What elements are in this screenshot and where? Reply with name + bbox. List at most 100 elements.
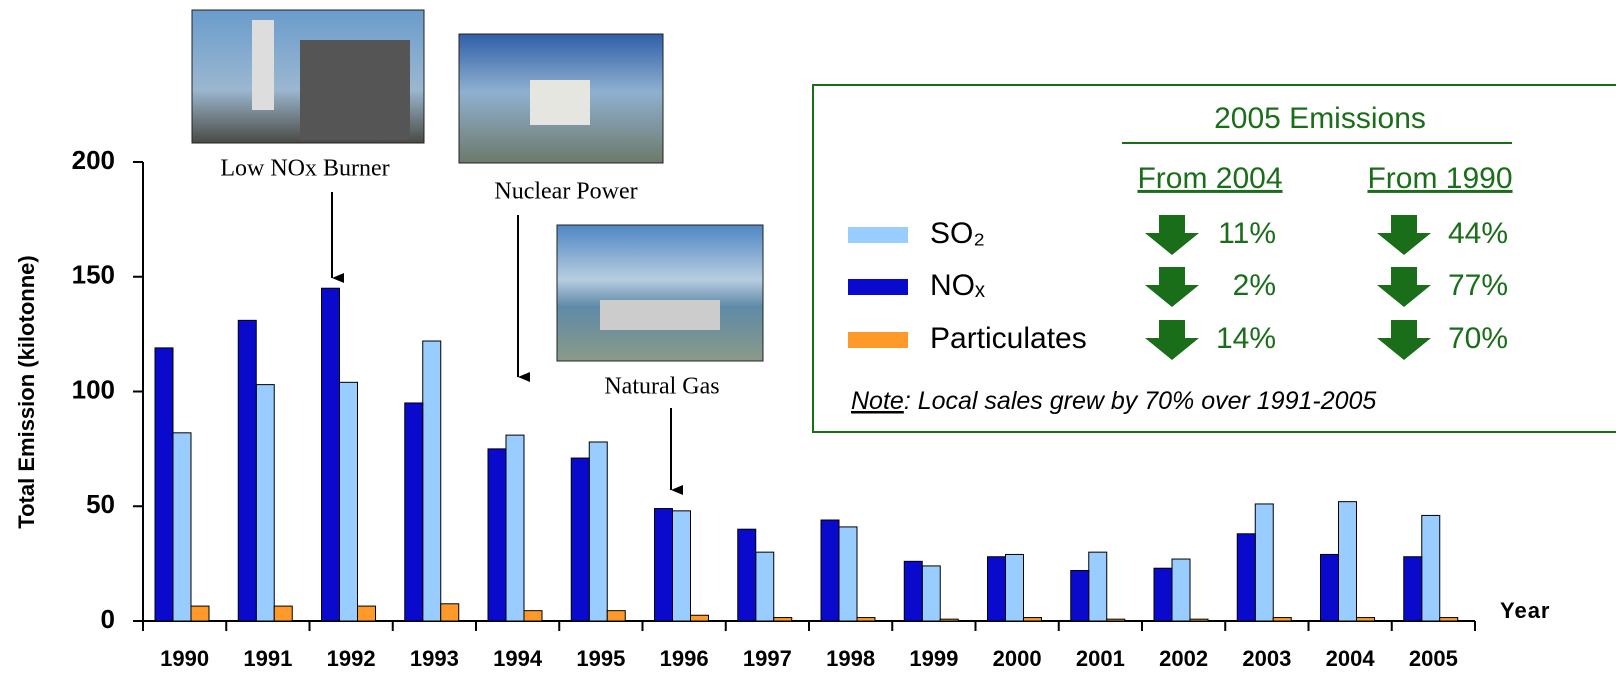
bar xyxy=(441,604,459,621)
x-axis-title: Year xyxy=(1500,598,1551,623)
bar xyxy=(1006,554,1024,621)
annotation: Natural Gas xyxy=(604,374,719,400)
bar xyxy=(524,611,542,621)
bar xyxy=(1172,559,1190,621)
y-tick-label: 50 xyxy=(86,489,115,519)
note-label: Note xyxy=(851,387,904,415)
bar xyxy=(988,557,1006,621)
bar xyxy=(1339,502,1357,621)
bar xyxy=(173,433,191,621)
bar xyxy=(1237,534,1255,621)
bar xyxy=(1422,515,1440,621)
x-tick-label: 1993 xyxy=(410,646,459,671)
photo-detail xyxy=(252,20,274,110)
bar xyxy=(655,509,673,621)
summary-value: 2% xyxy=(1233,269,1276,302)
bar xyxy=(1404,557,1422,621)
bar xyxy=(821,520,839,621)
bar xyxy=(238,320,256,621)
bar xyxy=(1255,504,1273,621)
bar xyxy=(1321,554,1339,621)
bar xyxy=(1357,618,1375,621)
x-tick-label: 2002 xyxy=(1159,646,1208,671)
y-tick-label: 200 xyxy=(72,145,115,175)
annotation: Low NOx Burner xyxy=(220,156,389,182)
bar xyxy=(857,618,875,621)
bar xyxy=(738,529,756,621)
x-tick-label: 2005 xyxy=(1409,646,1458,671)
bar xyxy=(358,606,376,621)
bar xyxy=(423,341,441,621)
bar xyxy=(571,458,589,621)
bar xyxy=(1107,619,1125,621)
bar xyxy=(256,385,274,621)
bar xyxy=(1071,571,1089,621)
bar xyxy=(274,606,292,621)
bar xyxy=(940,619,958,621)
x-tick-label: 1992 xyxy=(327,646,376,671)
photos xyxy=(192,10,763,361)
x-tick-label: 1998 xyxy=(826,646,875,671)
bar xyxy=(904,561,922,621)
legend-swatch xyxy=(848,227,908,243)
legend-swatch xyxy=(848,279,908,295)
summary-title: 2005 Emissions xyxy=(1214,102,1426,135)
summary-value: 14% xyxy=(1216,322,1276,355)
bar xyxy=(1024,618,1042,621)
photo-detail xyxy=(300,40,410,140)
bar xyxy=(839,527,857,621)
bar xyxy=(691,615,709,621)
summary-column: From 2004 xyxy=(1137,162,1282,195)
x-tick-label: 1996 xyxy=(660,646,709,671)
summary-box xyxy=(813,85,1616,432)
bar xyxy=(589,442,607,621)
y-tick-label: 150 xyxy=(72,260,115,290)
bar xyxy=(191,606,209,621)
bar xyxy=(155,348,173,621)
photo-detail xyxy=(530,80,590,125)
bar xyxy=(1273,618,1291,621)
bar xyxy=(405,403,423,621)
y-tick-label: 0 xyxy=(101,604,115,634)
bar xyxy=(673,511,691,621)
y-axis-title: Total Emission (kilotonne) xyxy=(14,255,39,528)
bar xyxy=(922,566,940,621)
bar xyxy=(488,449,506,621)
legend-swatch xyxy=(848,332,908,348)
photo xyxy=(557,225,763,361)
bar xyxy=(340,382,358,621)
bar xyxy=(506,435,524,621)
y-tick-label: 100 xyxy=(72,374,115,404)
summary-value: 70% xyxy=(1448,322,1508,355)
bar xyxy=(607,611,625,621)
summary-value: 44% xyxy=(1448,217,1508,250)
bar xyxy=(322,288,340,621)
note: Note: Local sales grew by 70% over 1991-… xyxy=(851,387,1376,415)
x-tick-label: 2000 xyxy=(993,646,1042,671)
x-tick-label: 1994 xyxy=(493,646,543,671)
note-text: : Local sales grew by 70% over 1991-2005 xyxy=(904,387,1377,415)
bar xyxy=(756,552,774,621)
bar xyxy=(1154,568,1172,621)
x-tick-label: 1999 xyxy=(909,646,958,671)
legend-label: Particulates xyxy=(930,322,1087,355)
x-tick-label: 2004 xyxy=(1326,646,1376,671)
x-tick-label: 1995 xyxy=(576,646,625,671)
bar xyxy=(1440,618,1458,621)
summary-value: 11% xyxy=(1218,217,1276,250)
photo-detail xyxy=(600,300,720,330)
bar xyxy=(1089,552,1107,621)
x-tick-label: 2003 xyxy=(1242,646,1291,671)
chart: Low NOx Burner Nuclear Power Natural Gas… xyxy=(0,0,1616,693)
x-tick-label: 1997 xyxy=(743,646,792,671)
x-tick-label: 1991 xyxy=(243,646,292,671)
summary-column: From 1990 xyxy=(1367,162,1512,195)
legend-label: NOₓ xyxy=(930,269,985,302)
legend-label: SO₂ xyxy=(930,217,985,250)
summary-value: 77% xyxy=(1448,269,1508,302)
annotation: Nuclear Power xyxy=(494,179,637,205)
x-tick-label: 1990 xyxy=(160,646,209,671)
x-tick-label: 2001 xyxy=(1076,646,1125,671)
bar xyxy=(774,618,792,621)
bar xyxy=(1190,619,1208,621)
